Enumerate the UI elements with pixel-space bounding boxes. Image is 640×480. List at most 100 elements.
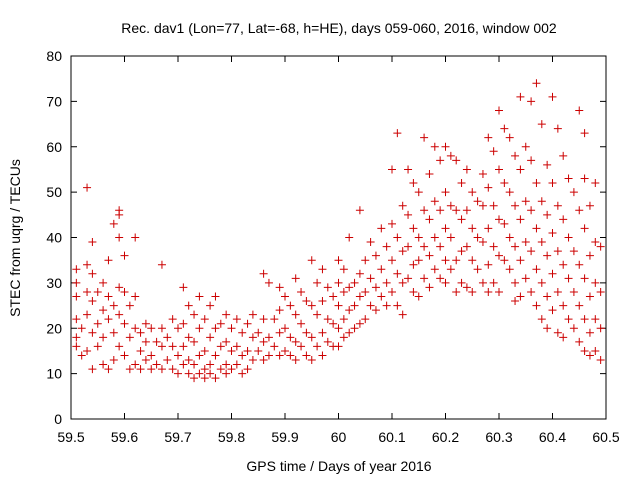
data-point [468,287,477,296]
data-point [516,256,525,265]
data-point [259,337,268,346]
data-point [350,324,359,333]
data-point [575,206,584,215]
data-point [307,356,316,365]
x-tick-label: 60.3 [485,429,512,445]
data-point [516,215,525,224]
data-point [409,260,418,269]
chart-title: Rec. dav1 (Lon=77, Lat=-68, h=HE), days … [121,20,557,36]
data-point [184,369,193,378]
data-point [345,306,354,315]
data-point [157,365,166,374]
data-point [200,315,209,324]
data-point [109,301,118,310]
data-point [527,247,536,256]
data-point [478,169,487,178]
data-point [174,324,182,333]
data-point [179,319,188,328]
data-point [436,206,445,215]
data-point [83,260,92,269]
data-point [420,242,429,251]
data-point [275,328,284,337]
data-point [206,360,215,369]
data-point [580,315,589,324]
data-point [457,215,466,224]
y-tick-label: 10 [46,366,62,382]
data-point [275,306,284,315]
data-point [511,201,520,210]
data-point [238,351,247,360]
data-point [559,333,568,342]
data-point [377,292,386,301]
data-point [468,224,477,233]
data-point [72,315,81,324]
data-point [532,224,541,233]
data-point [195,369,204,378]
data-point [93,342,102,351]
data-point [505,233,514,242]
data-point [521,197,530,206]
data-point [553,287,562,296]
data-point [553,124,562,133]
data-point [318,265,327,274]
data-point [99,306,108,315]
data-point [446,151,455,160]
x-tick-label: 60.1 [378,429,405,445]
data-point [361,287,370,296]
data-point [232,315,241,324]
data-point [313,278,322,287]
data-point [441,278,450,287]
data-point [473,265,482,274]
data-point [83,287,92,296]
data-point [238,369,247,378]
data-point [184,333,193,342]
data-point [596,324,605,333]
data-point [318,297,327,306]
data-point [157,324,166,333]
data-point [195,292,204,301]
data-point [291,310,300,319]
data-point [537,197,546,206]
x-tick-label: 59.8 [218,429,245,445]
data-point [420,206,429,215]
data-point [152,337,161,346]
data-point [580,174,589,183]
data-point [184,356,193,365]
data-point [184,301,193,310]
data-point [88,297,97,306]
data-point [179,360,188,369]
data-point [527,156,536,165]
data-point [211,324,220,333]
y-tick-label: 20 [46,320,62,336]
data-point [462,165,471,174]
data-point [259,269,268,278]
data-point [452,287,461,296]
data-point [409,287,418,296]
data-point [291,274,300,283]
data-point [441,142,450,151]
data-point [216,342,225,351]
plot-frame [70,55,607,420]
data-point [543,251,552,260]
x-tick-label: 59.5 [57,429,84,445]
data-point [77,351,86,360]
data-point [104,365,113,374]
data-point [200,365,209,374]
data-point [195,351,204,360]
data-point [125,333,134,342]
data-point [83,310,92,319]
data-point [227,346,236,355]
data-point [388,287,396,296]
data-point [462,242,471,251]
data-point [232,360,241,369]
data-point [72,278,81,287]
data-point [591,179,600,188]
data-point [318,328,327,337]
data-point [243,319,252,328]
data-point [484,224,493,233]
data-point [388,256,396,265]
data-point [398,247,407,256]
data-point [559,215,568,224]
data-point [120,251,129,260]
